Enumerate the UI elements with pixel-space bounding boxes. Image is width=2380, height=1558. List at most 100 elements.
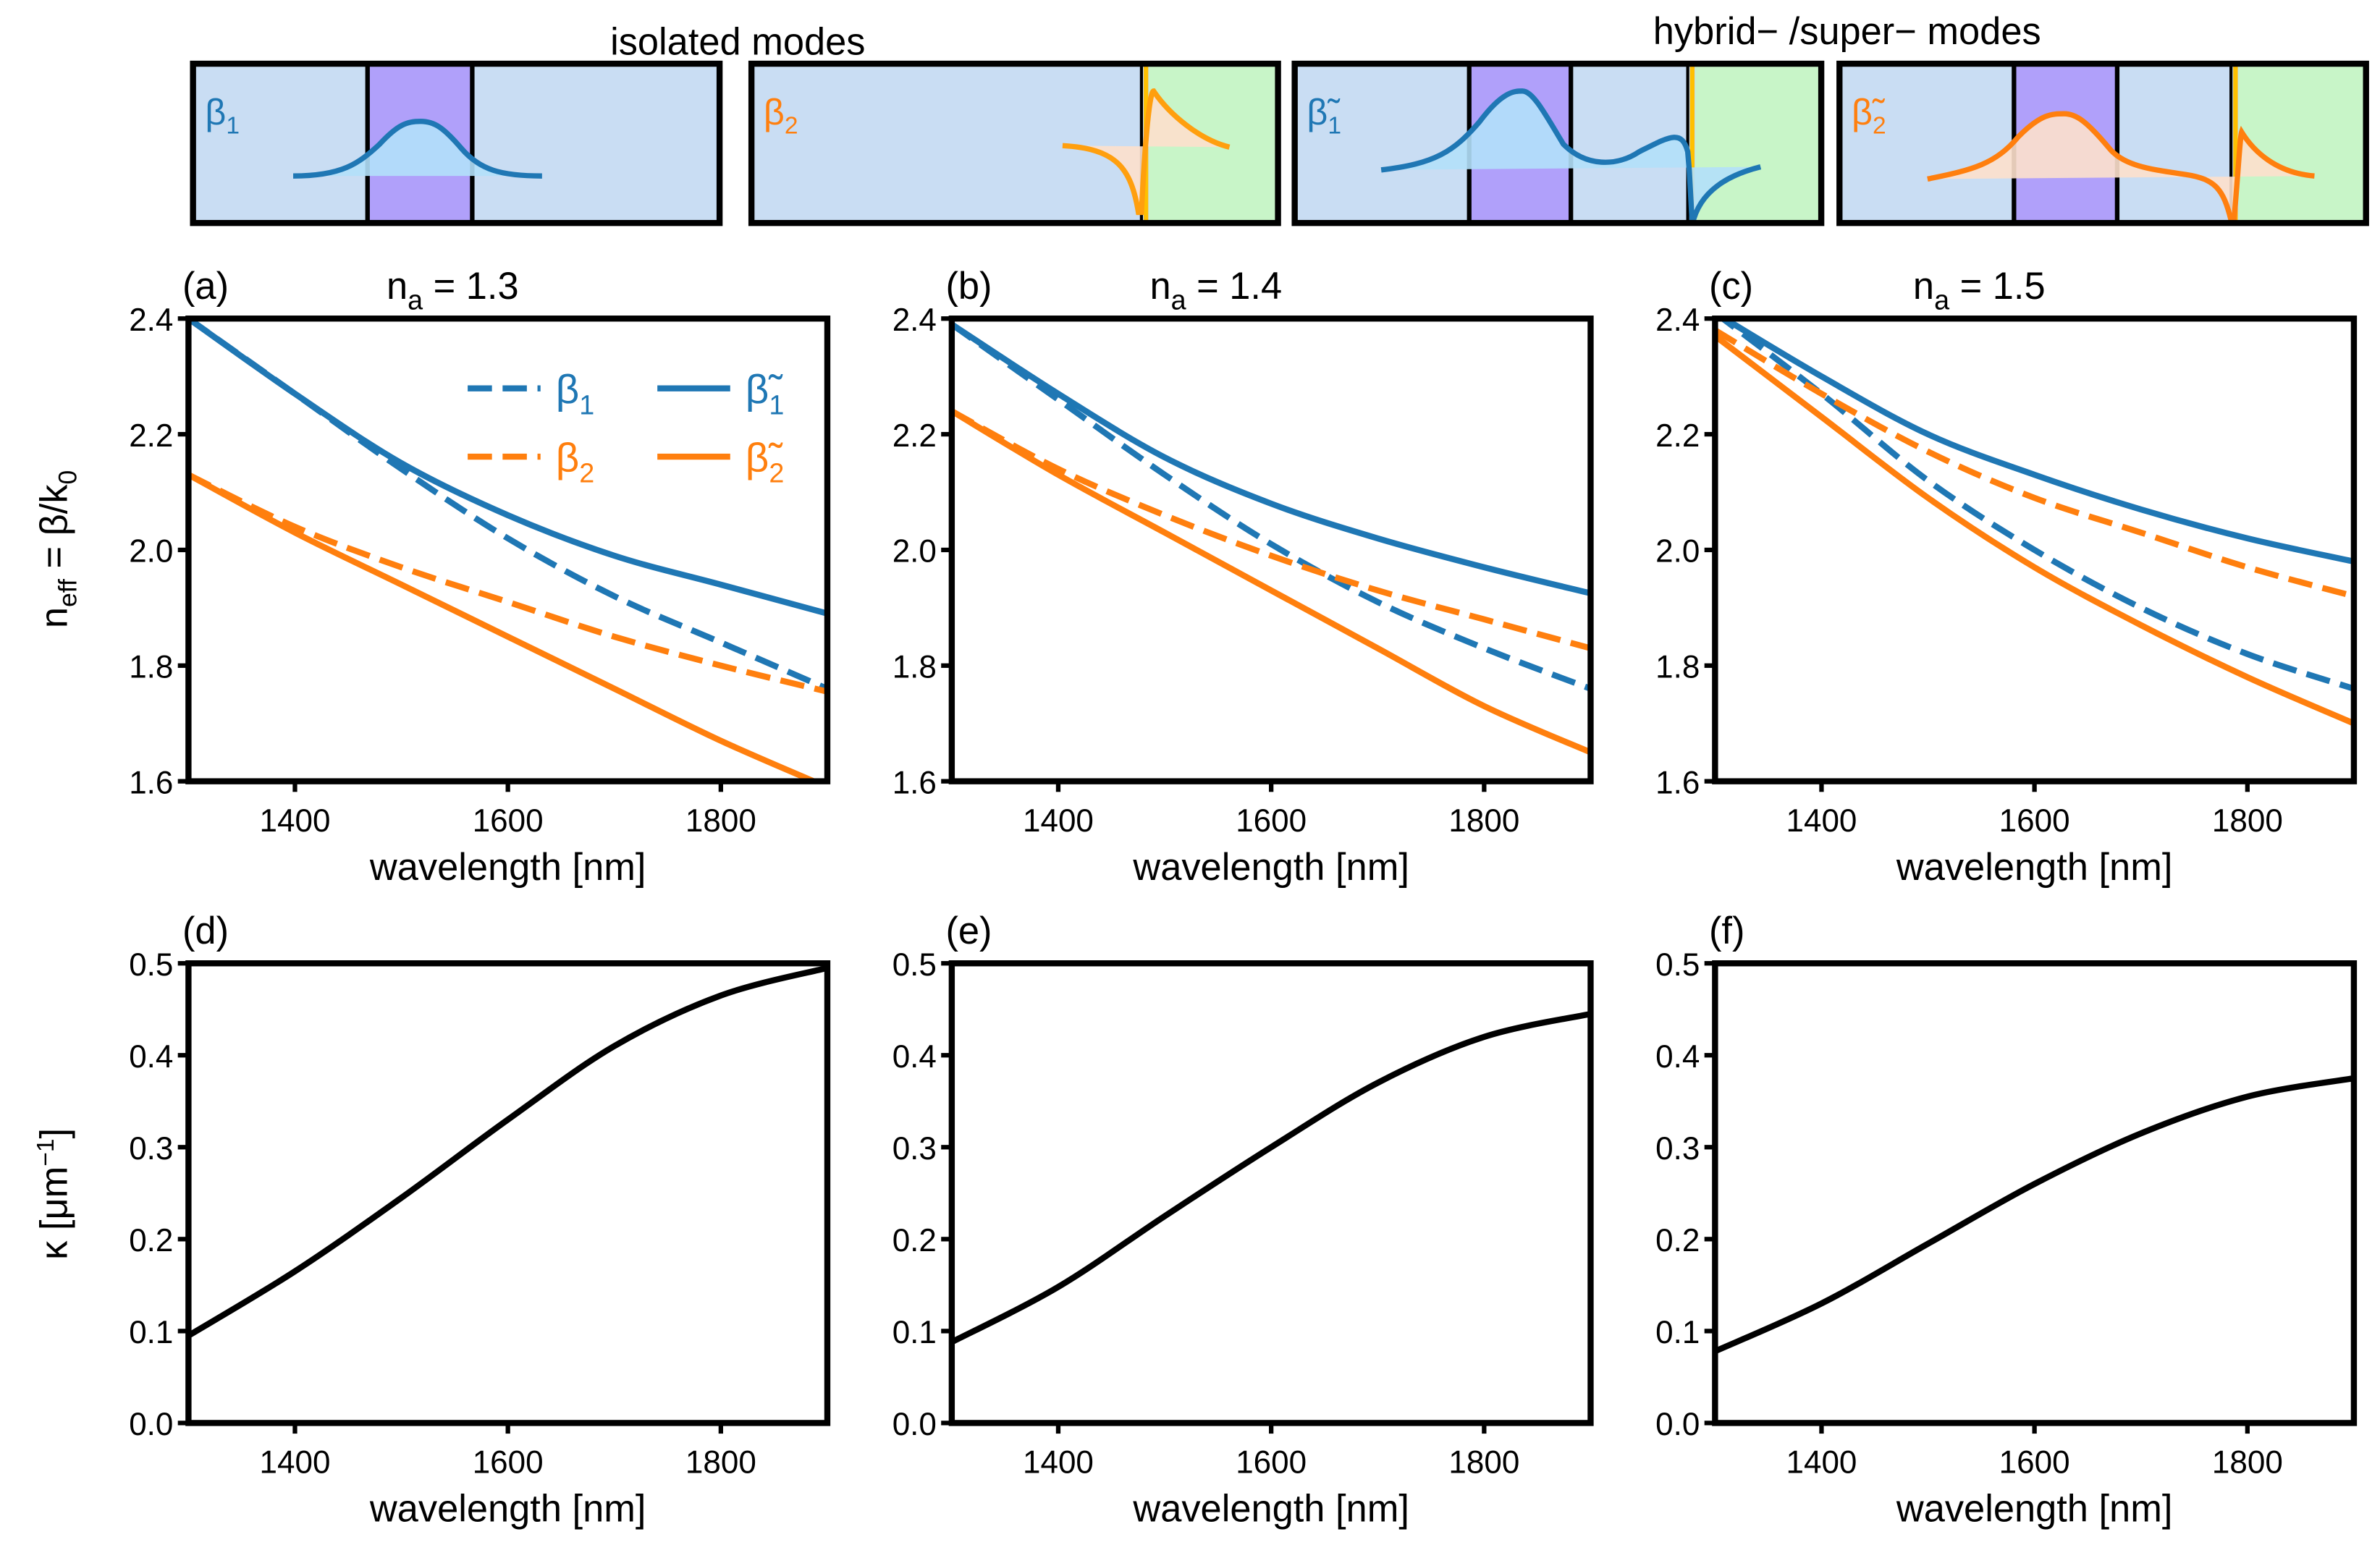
y-tick-label: 0.3 — [892, 1131, 937, 1167]
series-line-1 — [188, 318, 827, 692]
y-tick-label: 2.0 — [1655, 534, 1700, 570]
legend: β1 β2 β̃1 β̃2 — [468, 367, 784, 488]
y-tick-label: 2.2 — [892, 418, 937, 454]
x-tick-label: 1600 — [473, 803, 544, 839]
y-tick-label: 0.0 — [129, 1407, 173, 1442]
panel-label: (e) — [945, 910, 992, 952]
panel-f: 1400 1600 1800 0.0 0.1 0.2 0.3 0.4 0.5 wavelength… — [1655, 910, 2358, 1531]
legend-label: β2 — [556, 435, 595, 488]
y-tick-label: 0.1 — [129, 1315, 173, 1350]
series-line-1 — [1715, 1075, 2354, 1355]
y-tick-label: 0.1 — [892, 1315, 937, 1350]
y-tick-label: 2.4 — [1655, 302, 1700, 338]
mode-field-fill — [293, 121, 542, 177]
y-tick-label: 0.2 — [129, 1223, 173, 1258]
panel-e: 1400 1600 1800 0.0 0.1 0.2 0.3 0.4 0.5 wavelength… — [892, 910, 1594, 1531]
y-tick-label: 0.4 — [129, 1039, 173, 1075]
schematic-frame — [190, 60, 723, 226]
y-tick-label: 0.2 — [892, 1223, 937, 1258]
legend-label: β1 — [556, 367, 595, 420]
x-tick-label: 1800 — [1448, 1445, 1519, 1481]
y-tick-label: 0.0 — [892, 1407, 937, 1442]
y-tick-label: 1.6 — [1655, 765, 1700, 800]
mode-field-fill — [1927, 114, 2315, 220]
panel-label: (b) — [945, 266, 992, 308]
x-tick-label: 1800 — [2212, 1445, 2283, 1481]
series-line-4 — [188, 472, 822, 782]
series-line-1 — [1717, 318, 2354, 692]
series-line-4 — [1715, 333, 2354, 727]
x-tick-label: 1400 — [1023, 1445, 1094, 1481]
schematic-frame — [1836, 60, 2369, 226]
x-tick-label: 1400 — [1786, 803, 1857, 839]
series-line-2 — [188, 472, 827, 695]
analyte-region — [2238, 64, 2366, 224]
y-tick-label: 0.5 — [892, 947, 937, 983]
panel-a: 1400 1600 1800 1.6 1.8 2.0 2.2 2.4 wavelength [n… — [129, 266, 831, 889]
y-tick-label: 2.0 — [892, 534, 937, 570]
y-axis-label-neff: neff = β/k0 — [34, 470, 83, 629]
isolated-modes-title: isolated modes — [610, 21, 865, 63]
y-tick-label: 0.5 — [129, 947, 173, 983]
x-tick-label: 1400 — [260, 803, 331, 839]
x-axis-label: wavelength [nm] — [369, 847, 646, 889]
y-tick-label: 0.4 — [1655, 1039, 1700, 1075]
schematic-frame — [748, 60, 1281, 226]
panel-title: na = 1.4 — [1149, 266, 1282, 316]
y-tick-label: 0.4 — [892, 1039, 937, 1075]
y-axis-label-kappa: κ [μm−1] — [33, 1128, 76, 1260]
series-line-2 — [951, 408, 1591, 651]
legend-label: β̃2 — [746, 435, 785, 488]
x-tick-label: 1600 — [1236, 803, 1307, 839]
mode-schematic-4: β̃2 — [1836, 60, 2369, 226]
y-tick-label: 1.6 — [129, 765, 173, 800]
y-tick-label: 0.5 — [1655, 947, 1700, 983]
series-line-3 — [188, 318, 827, 617]
y-tick-label: 1.6 — [892, 765, 937, 800]
x-axis-label: wavelength [nm] — [1896, 847, 2173, 889]
hybrid-modes-title: hybrid− /super− modes — [1653, 11, 2041, 53]
x-tick-label: 1400 — [260, 1445, 331, 1481]
panel-title: na = 1.3 — [387, 266, 519, 316]
panel-label: (c) — [1709, 266, 1753, 308]
mode-field-fill — [1381, 90, 1761, 225]
x-tick-label: 1600 — [1236, 1445, 1307, 1481]
legend-label: β̃1 — [746, 367, 785, 420]
x-axis-label: wavelength [nm] — [369, 1489, 646, 1531]
y-tick-label: 2.2 — [1655, 418, 1700, 454]
x-tick-label: 1800 — [2212, 803, 2283, 839]
x-tick-label: 1600 — [1999, 803, 2070, 839]
axes-frame — [185, 960, 831, 1426]
x-tick-label: 1800 — [1448, 803, 1519, 839]
mode-schematics: isolated modes hybrid− /super− modes β1 β… — [190, 11, 2369, 226]
y-tick-label: 1.8 — [1655, 650, 1700, 685]
y-tick-label: 0.1 — [1655, 1315, 1700, 1350]
x-axis-label: wavelength [nm] — [1132, 847, 1409, 889]
x-tick-label: 1600 — [1999, 1445, 2070, 1481]
plots: 1400 1600 1800 1.6 1.8 2.0 2.2 2.4 wavelength [n… — [129, 266, 2358, 1531]
series-line-3 — [1718, 318, 2354, 565]
mode-schematic-3: β̃1 — [1291, 60, 1825, 226]
schematic-frame — [1291, 60, 1825, 226]
panel-b: 1400 1600 1800 1.6 1.8 2.0 2.2 2.4 wavelength [n… — [892, 266, 1594, 889]
y-tick-label: 2.4 — [129, 302, 173, 338]
mode-label: β2 — [764, 91, 798, 140]
mode-label: β1 — [205, 91, 240, 140]
series-line-1 — [188, 965, 827, 1339]
y-tick-label: 2.0 — [129, 534, 173, 570]
y-tick-label: 2.4 — [892, 302, 937, 338]
panel-c: 1400 1600 1800 1.6 1.8 2.0 2.2 2.4 wavelength [n… — [1655, 266, 2358, 889]
mode-field-profile — [1927, 111, 2315, 223]
mode-schematic-1: β1 — [190, 60, 723, 226]
panel-title: na = 1.5 — [1913, 266, 2046, 316]
y-tick-label: 1.8 — [129, 650, 173, 685]
series-line-4 — [951, 408, 1591, 755]
x-tick-label: 1400 — [1786, 1445, 1857, 1481]
y-tick-label: 2.2 — [129, 418, 173, 454]
y-tick-label: 0.3 — [1655, 1131, 1700, 1167]
panel-label: (f) — [1709, 910, 1744, 952]
y-tick-label: 1.8 — [892, 650, 937, 685]
x-tick-label: 1600 — [473, 1445, 544, 1481]
x-tick-label: 1400 — [1023, 803, 1094, 839]
